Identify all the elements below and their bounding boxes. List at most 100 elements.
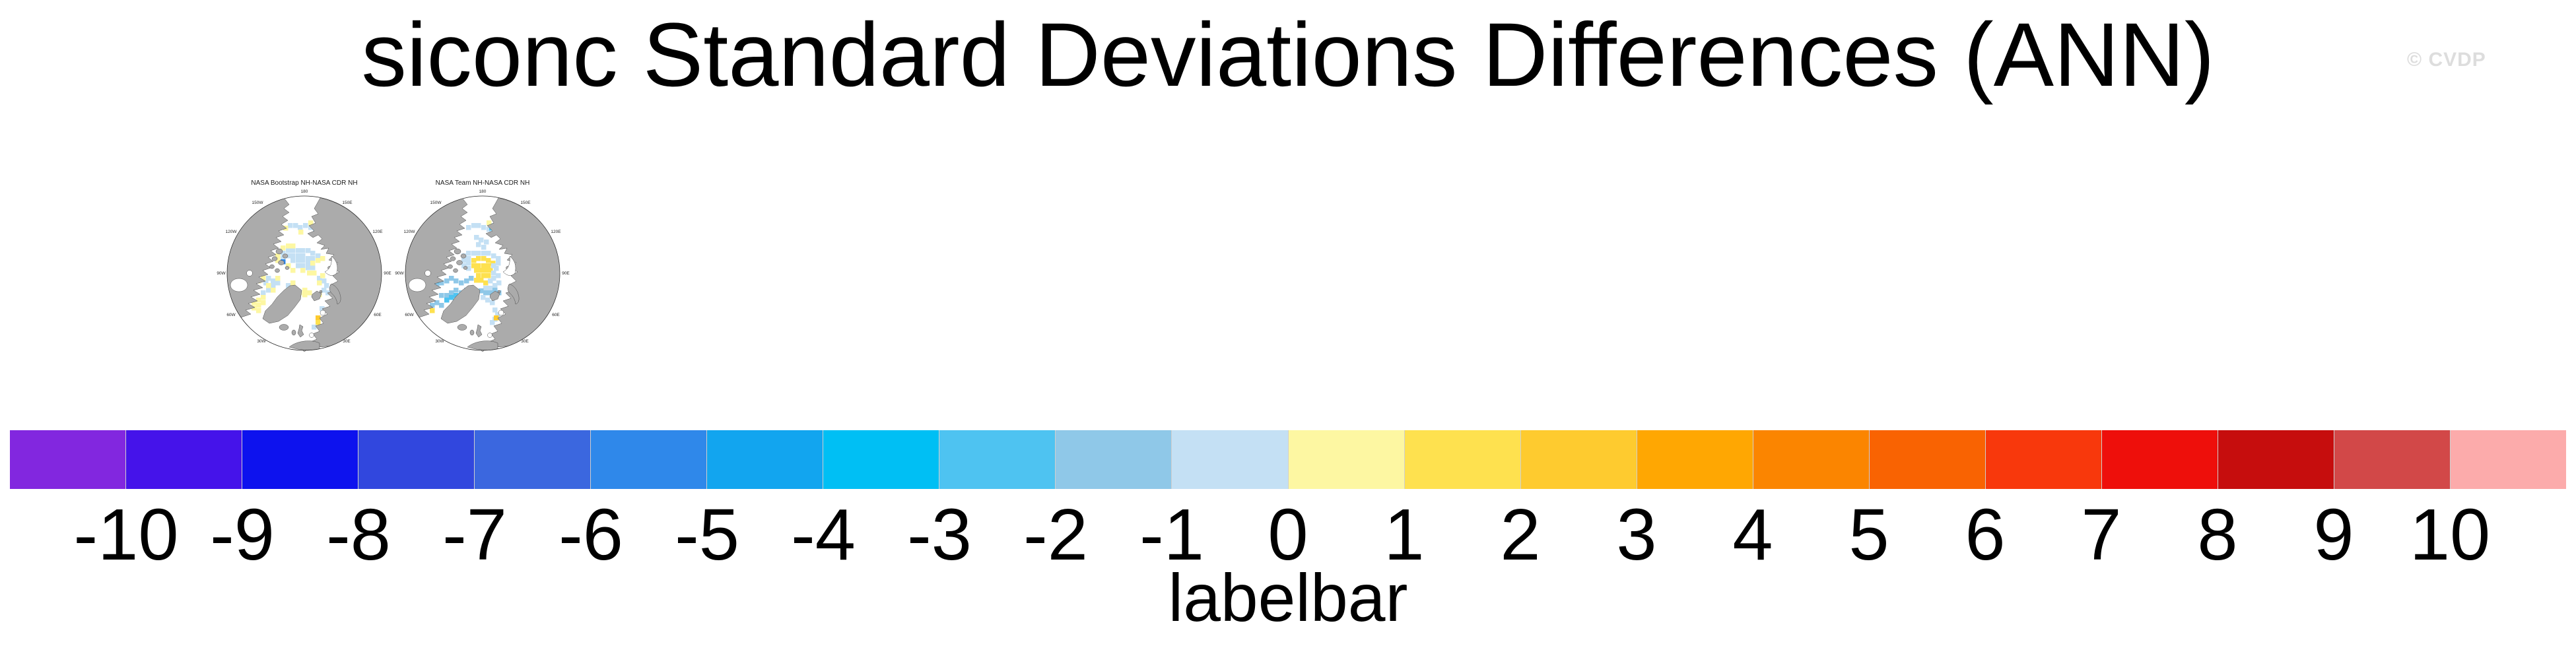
lon-label: 60W (226, 313, 236, 317)
map-cell (320, 256, 325, 261)
lon-label: 90E (562, 271, 570, 276)
map-cell (252, 300, 257, 306)
labelbar-segment (2217, 430, 2334, 489)
map-cell (487, 227, 492, 232)
map-cell (494, 315, 499, 321)
map-cell (444, 293, 450, 298)
map-cell (300, 263, 306, 269)
lon-label: 120W (226, 230, 238, 234)
map-cell (459, 280, 464, 286)
map-cell (491, 253, 496, 259)
map-cell (491, 263, 496, 269)
lon-label: 150W (252, 201, 264, 205)
labelbar-tick: 3 (1616, 494, 1657, 575)
map-cell (481, 256, 487, 261)
map-cell (479, 288, 484, 294)
map-cell (286, 263, 291, 269)
map-cell (266, 283, 271, 288)
lon-label: 120E (372, 230, 383, 234)
labelbar-segment (242, 430, 358, 489)
map-cell (492, 307, 498, 313)
map-cell (487, 220, 492, 226)
map-cell (281, 251, 286, 256)
map-cell (469, 276, 474, 281)
map-cell (296, 263, 301, 269)
map-cell (492, 288, 498, 293)
lon-labels: 180 150W 150E 120W 120E 90W 90E 60W 60E 30W 30E 0 (217, 189, 391, 353)
map-cell (312, 271, 317, 276)
map-cell (322, 288, 327, 293)
map-cell (454, 288, 459, 293)
map-cell (491, 261, 496, 266)
map-cell (490, 300, 495, 306)
labelbar-tick: 1 (1384, 494, 1425, 575)
map-cell (290, 248, 296, 253)
map-cell (464, 278, 469, 284)
map-cell (492, 283, 498, 288)
map-cell (317, 276, 322, 281)
map-cell (310, 251, 316, 256)
map-cell (310, 261, 316, 266)
map-cell (479, 268, 484, 273)
labelbar-segment (939, 430, 1056, 489)
labelbar-segment (590, 430, 707, 489)
map-cell (271, 278, 276, 284)
map-cell (322, 278, 327, 284)
map-cell (300, 253, 306, 259)
map-cell (486, 273, 491, 278)
map-cell (479, 278, 484, 283)
map-cell (434, 300, 440, 306)
labelbar-tick: 6 (1965, 494, 2006, 575)
lon-label: 30W (435, 339, 444, 344)
map-cell (256, 303, 261, 308)
map-cell (430, 308, 435, 313)
map-cell (461, 263, 467, 269)
map-panel-title: NASA Bootstrap NH-NASA CDR NH (251, 179, 357, 187)
map-cell (484, 240, 489, 245)
figure-title: siconc Standard Deviations Differences (… (361, 5, 2215, 106)
map-cell (474, 235, 479, 240)
labelbar-segment (1752, 430, 1869, 489)
map-cell (485, 298, 491, 303)
map-cell (286, 253, 291, 259)
map-cell (300, 248, 306, 253)
labelbar-tick: -8 (326, 494, 391, 575)
map-cell (488, 286, 493, 291)
map-cell (496, 273, 501, 278)
map-cell (486, 258, 491, 263)
map-cell (303, 223, 308, 228)
labelbar-tick: 2 (1500, 494, 1541, 575)
map-cell (476, 263, 481, 269)
lon-label: 90W (395, 271, 404, 276)
map-cell (449, 276, 454, 281)
map-cell (320, 306, 325, 311)
map-outline (405, 195, 560, 351)
labelbar-segment (1984, 430, 2101, 489)
labelbar-segment (1520, 430, 1637, 489)
map-cell (466, 251, 471, 256)
map-cell (271, 288, 276, 293)
labelbar-segment (2449, 430, 2567, 489)
map-cell (298, 225, 303, 230)
map-cell (316, 315, 321, 321)
map-cell (474, 278, 479, 283)
labelbar-tick: -3 (907, 494, 972, 575)
map-cell (439, 293, 444, 298)
map-cell (488, 278, 493, 284)
labelbar-tick: -1 (1139, 494, 1204, 575)
map-cell (312, 325, 317, 330)
labelbar-tick: 4 (1732, 494, 1773, 575)
map-cell (466, 225, 471, 230)
map-cell (286, 283, 291, 288)
labelbar-tick: 9 (2313, 494, 2354, 575)
map-cell (263, 280, 269, 286)
map-cell (307, 271, 312, 276)
map-cell (466, 266, 471, 271)
map-cell (275, 280, 281, 286)
map-cell (308, 220, 314, 226)
map-cell (486, 251, 491, 256)
map-cell (261, 276, 266, 281)
labelbar-segment (2101, 430, 2218, 489)
map-cell (444, 278, 450, 284)
lon-label: 30E (521, 339, 529, 344)
